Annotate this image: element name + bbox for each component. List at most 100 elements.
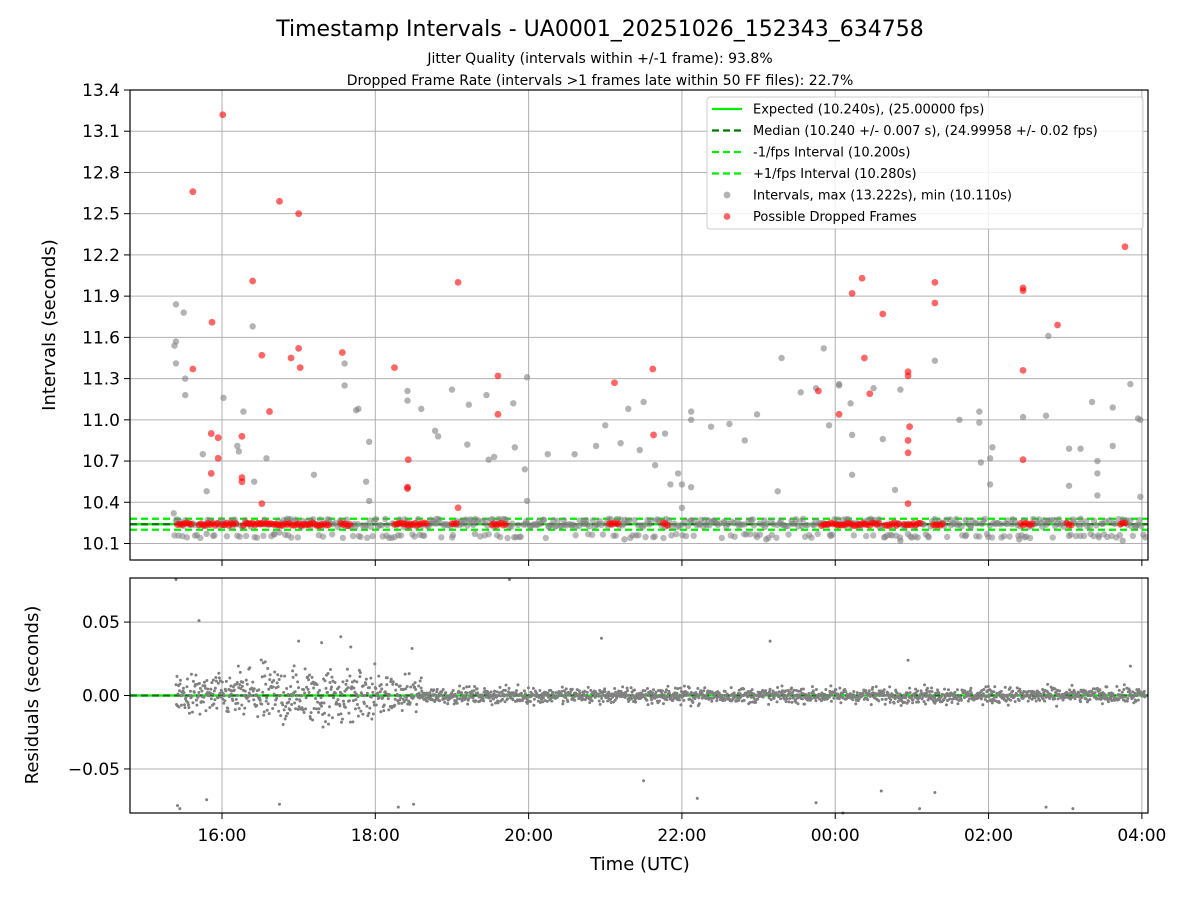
- legend-label: Intervals, max (13.222s), min (10.110s): [753, 189, 1012, 204]
- residual-point: [1021, 692, 1025, 696]
- residual-point: [335, 702, 339, 706]
- residual-point: [212, 689, 216, 693]
- residual-point: [921, 694, 925, 698]
- dropped-frame-point: [502, 520, 510, 528]
- residual-point: [867, 689, 871, 693]
- residual-point: [396, 805, 400, 809]
- residual-point: [1122, 688, 1126, 692]
- residual-point: [1034, 699, 1038, 703]
- dropped-frame-point: [214, 434, 222, 442]
- interval-point: [418, 405, 425, 413]
- residual-point: [942, 687, 946, 691]
- intervals-y-tick-label: 13.4: [82, 81, 120, 101]
- residual-point: [748, 700, 752, 704]
- residual-point: [561, 699, 565, 703]
- residual-point: [992, 690, 996, 694]
- residual-point: [245, 682, 249, 686]
- residual-point: [382, 709, 386, 713]
- residual-point: [1053, 697, 1057, 701]
- residual-point: [503, 700, 507, 704]
- residual-point: [657, 699, 661, 703]
- residual-point: [996, 692, 1000, 696]
- interval-point: [753, 411, 761, 418]
- dropped-frame-point: [848, 289, 856, 297]
- interval-point: [931, 357, 939, 364]
- residual-point: [1038, 698, 1042, 702]
- dropped-frame-point: [1019, 287, 1027, 295]
- residual-point: [1041, 697, 1045, 701]
- interval-point: [651, 461, 659, 469]
- residual-point: [235, 680, 239, 684]
- interval-point: [952, 515, 960, 523]
- residual-point: [673, 686, 677, 690]
- residual-point: [232, 688, 236, 692]
- residual-point: [810, 685, 814, 689]
- residual-point: [462, 686, 466, 690]
- residual-point: [310, 675, 314, 679]
- dropped-frame-point: [453, 520, 460, 527]
- residual-point: [410, 647, 414, 650]
- residual-point: [917, 700, 921, 704]
- residual-point: [351, 699, 355, 703]
- residual-point: [186, 703, 190, 707]
- residuals-y-tick-label: 0.00: [82, 687, 120, 707]
- interval-point: [963, 531, 970, 539]
- residual-point: [564, 695, 568, 699]
- interval-point: [678, 504, 686, 511]
- residual-point: [198, 712, 202, 716]
- dropped-frame-point: [879, 310, 887, 318]
- residual-point: [663, 690, 667, 694]
- residual-point: [940, 692, 944, 696]
- interval-point: [1137, 493, 1144, 500]
- interval-point: [234, 442, 241, 450]
- interval-point: [1055, 516, 1063, 523]
- residual-point: [578, 691, 582, 695]
- intervals-y-tick-label: 10.1: [82, 535, 120, 555]
- residual-point: [330, 716, 334, 720]
- residual-point: [388, 693, 392, 697]
- residual-point: [180, 693, 184, 697]
- residual-point: [829, 684, 833, 688]
- residual-point: [265, 696, 269, 700]
- residual-point: [625, 693, 629, 697]
- dropped-frame-point: [663, 522, 671, 529]
- residual-point: [312, 686, 316, 690]
- residual-point: [396, 694, 400, 698]
- residual-point: [339, 635, 343, 639]
- residual-point: [681, 694, 685, 698]
- residual-point: [393, 703, 397, 707]
- residual-point: [315, 683, 319, 687]
- residual-point: [568, 691, 572, 695]
- interval-point: [365, 497, 373, 505]
- residual-point: [790, 700, 794, 704]
- dropped-frame-point: [494, 372, 502, 380]
- residual-point: [465, 691, 469, 695]
- interval-point: [316, 516, 324, 523]
- interval-point: [260, 532, 267, 540]
- residual-point: [787, 700, 791, 704]
- residual-point: [331, 696, 335, 700]
- residual-point: [460, 691, 464, 695]
- residual-point: [513, 694, 517, 698]
- residual-point: [404, 698, 408, 702]
- residual-point: [382, 703, 386, 707]
- residual-point: [317, 710, 321, 714]
- residual-point: [891, 693, 895, 697]
- residual-point: [1117, 688, 1121, 692]
- residual-point: [498, 685, 502, 689]
- interval-point: [172, 360, 180, 367]
- residual-point: [772, 696, 776, 700]
- residual-point: [177, 689, 181, 693]
- interval-point: [483, 391, 490, 399]
- residual-point: [268, 678, 272, 682]
- residual-point: [345, 667, 349, 671]
- residual-point: [297, 705, 301, 709]
- residual-point: [687, 686, 691, 690]
- residual-point: [526, 686, 530, 690]
- interval-point: [1138, 522, 1145, 530]
- interval-point: [1065, 445, 1073, 452]
- dropped-frame-point: [931, 278, 939, 286]
- residual-point: [301, 708, 305, 712]
- dropped-frame-point: [939, 520, 946, 528]
- residual-point: [194, 673, 198, 677]
